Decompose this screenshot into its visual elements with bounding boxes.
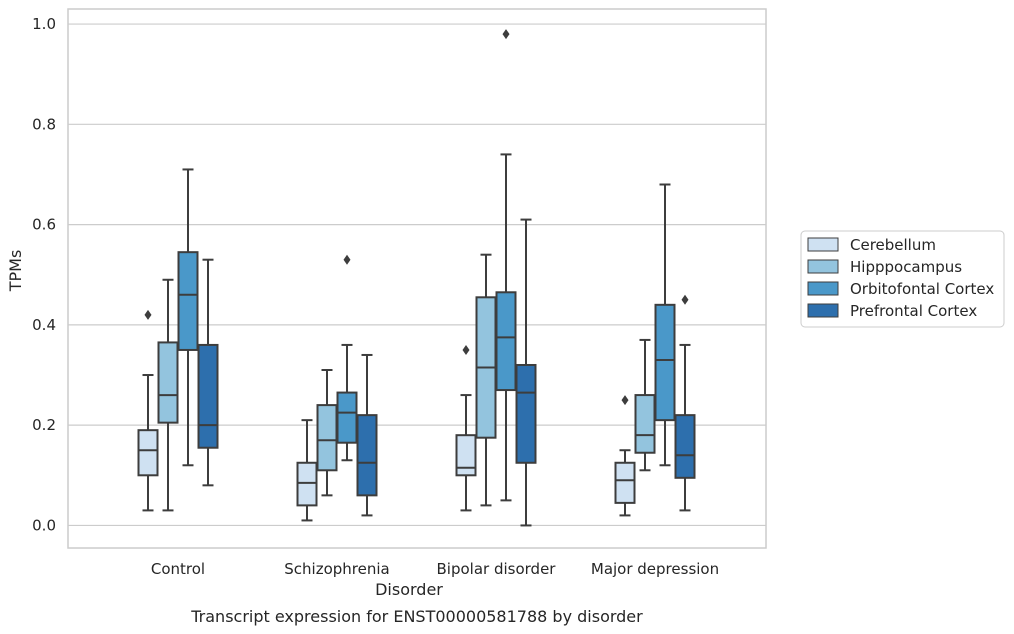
legend: Cerebellum Hipppocampus Orbitofontal Corte… (800, 230, 1005, 328)
box-plot (475, 253, 497, 507)
y-tick-label: 0.8 (32, 115, 56, 133)
series-prefrontal-cortex (197, 218, 696, 527)
legend-label: Cerebellum (850, 236, 936, 254)
box-plot (455, 344, 477, 512)
legend-swatch (807, 281, 839, 296)
box-plot (674, 294, 696, 512)
y-tick-label: 1.0 (32, 15, 56, 33)
outlier-point (343, 254, 351, 265)
legend-swatch (807, 259, 839, 274)
box (137, 429, 159, 477)
legend-swatch (807, 237, 839, 252)
box-plot (197, 258, 219, 487)
legend-label: Prefrontal Cortex (850, 302, 977, 320)
series-orbitofontal-cortex (177, 29, 676, 502)
box (674, 414, 696, 479)
outlier-point (621, 395, 629, 406)
grid-lines (68, 23, 766, 527)
y-axis-label: TPMs (6, 250, 25, 293)
x-tick-label: Control (151, 560, 205, 578)
chart-caption: Transcript expression for ENST0000058178… (190, 607, 643, 626)
box (336, 391, 358, 444)
box-plot (137, 309, 159, 512)
box (634, 394, 656, 454)
box-plot (515, 218, 537, 527)
box (157, 341, 179, 424)
box-plot (296, 419, 318, 522)
x-tick-label: Bipolar disorder (437, 560, 557, 578)
box (515, 363, 537, 464)
legend-swatch (807, 303, 839, 318)
plot-frame (67, 8, 767, 549)
y-tick-label: 0.4 (32, 316, 56, 334)
outlier-point (681, 294, 689, 305)
box-plot (316, 369, 338, 497)
y-tick-label: 0.0 (32, 516, 56, 534)
box-plot (356, 353, 378, 517)
outlier-point (144, 309, 152, 320)
box (654, 303, 676, 422)
box-plot (495, 29, 517, 502)
x-tick-label: Schizophrenia (284, 560, 389, 578)
box (455, 434, 477, 477)
legend-label: Orbitofontal Cortex (850, 280, 994, 298)
box-plot (336, 254, 358, 462)
y-tick-labels: 0.0 0.2 0.4 0.6 0.8 1.0 (32, 15, 56, 534)
legend-items: Cerebellum Hipppocampus Orbitofontal Corte… (807, 236, 994, 320)
series-cerebellum (137, 309, 636, 522)
legend-label: Hipppocampus (850, 258, 962, 276)
box (356, 414, 378, 497)
outlier-point (502, 29, 510, 40)
box (316, 404, 338, 472)
box (177, 251, 199, 351)
box (197, 343, 219, 449)
box (296, 461, 318, 507)
box-plot (177, 168, 199, 467)
box-plot (634, 338, 656, 472)
box (614, 461, 636, 504)
outlier-point (462, 344, 470, 355)
box-plot (614, 395, 636, 517)
box-plot (654, 183, 676, 467)
box (495, 291, 517, 392)
x-axis-label: Disorder (375, 580, 443, 599)
x-tick-labels: Control Schizophrenia Bipolar disorder Majo… (151, 560, 719, 578)
series-hipppocampus (157, 253, 656, 512)
box-plot (157, 278, 179, 512)
legend-frame (800, 230, 1005, 328)
box-series (137, 29, 696, 527)
y-tick-label: 0.6 (32, 216, 56, 234)
y-tick-label: 0.2 (32, 416, 56, 434)
x-tick-label: Major depression (591, 560, 719, 578)
